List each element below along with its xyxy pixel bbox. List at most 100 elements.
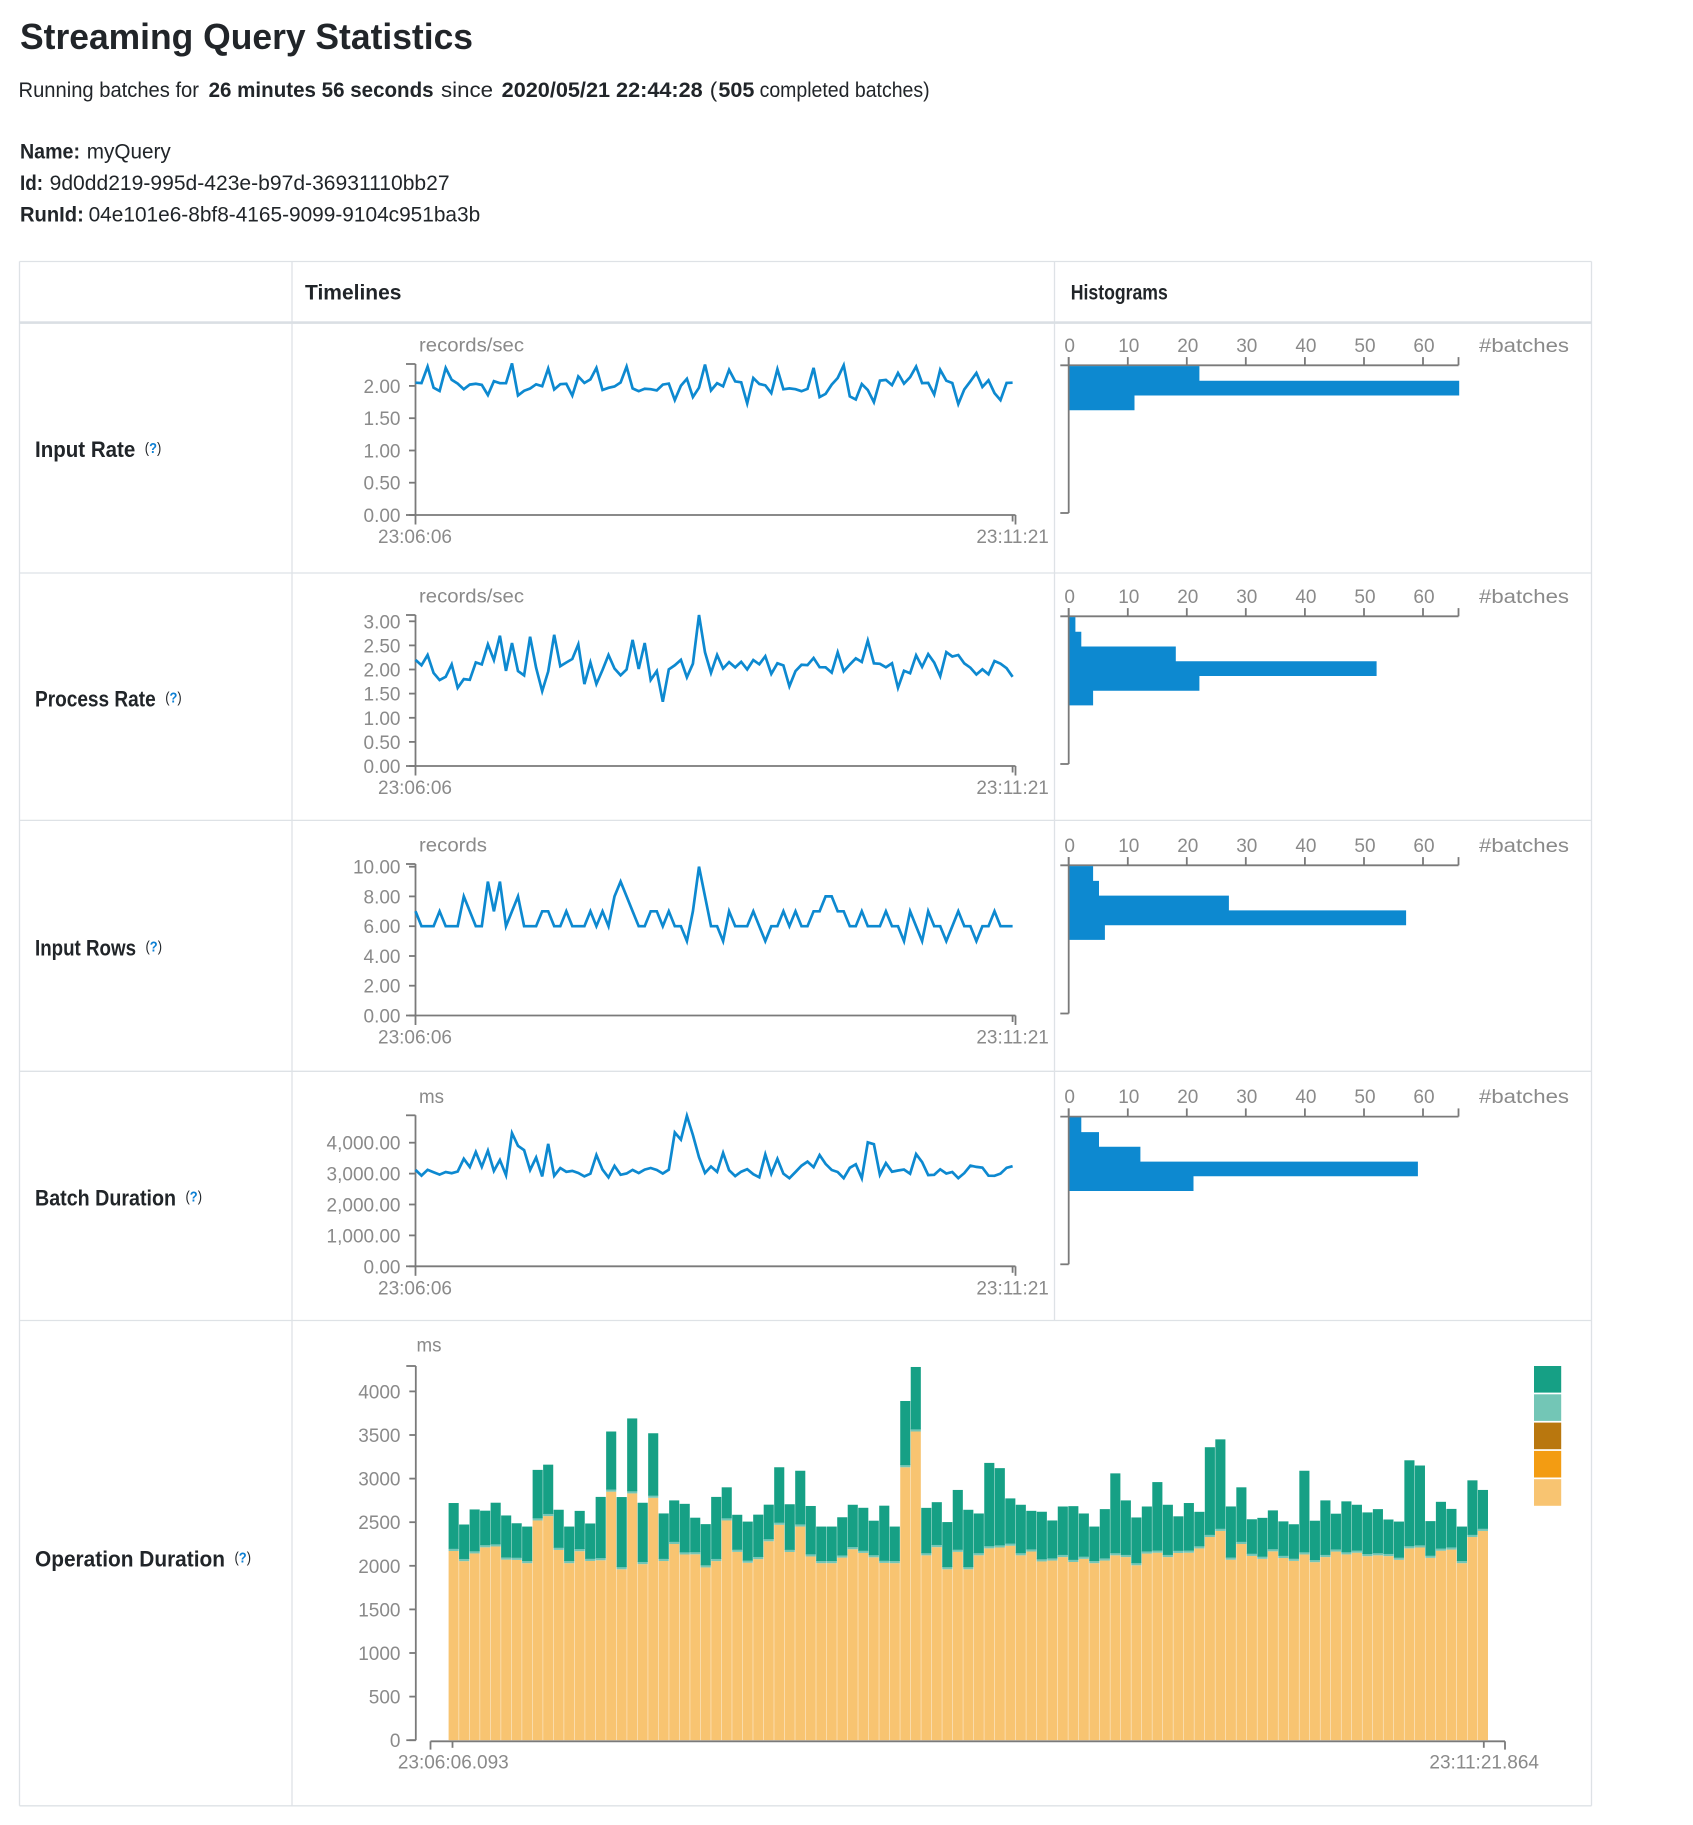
svg-text:1.00: 1.00 bbox=[364, 709, 401, 730]
svg-text:ms: ms bbox=[417, 1335, 442, 1356]
svg-text:RunId:: RunId: bbox=[20, 203, 84, 227]
svg-text:3500: 3500 bbox=[358, 1426, 400, 1447]
svg-text:40: 40 bbox=[1295, 836, 1316, 857]
svg-text:0: 0 bbox=[1064, 587, 1075, 608]
svg-text:1500: 1500 bbox=[358, 1600, 400, 1621]
svg-text:20: 20 bbox=[1177, 836, 1198, 857]
svg-text:40: 40 bbox=[1295, 587, 1316, 608]
svg-text:(: ( bbox=[710, 78, 718, 102]
svg-text:1.00: 1.00 bbox=[364, 442, 401, 463]
svg-text:(?): (?) bbox=[146, 939, 163, 956]
svg-text:30: 30 bbox=[1236, 587, 1257, 608]
svg-text:3000: 3000 bbox=[358, 1470, 400, 1491]
svg-text:3.00: 3.00 bbox=[364, 612, 401, 633]
svg-text:04e101e6-8bf8-4165-9099-9104c9: 04e101e6-8bf8-4165-9099-9104c951ba3b bbox=[89, 203, 481, 227]
svg-text:30: 30 bbox=[1236, 1087, 1257, 1108]
svg-text:3,000.00: 3,000.00 bbox=[327, 1165, 401, 1186]
svg-text:60: 60 bbox=[1413, 1087, 1434, 1108]
svg-text:0: 0 bbox=[1064, 336, 1075, 357]
svg-text:505: 505 bbox=[718, 78, 754, 102]
svg-text:10.00: 10.00 bbox=[353, 858, 401, 879]
svg-text:4,000.00: 4,000.00 bbox=[327, 1134, 401, 1155]
svg-text:(?): (?) bbox=[165, 690, 182, 707]
svg-text:2500: 2500 bbox=[358, 1513, 400, 1534]
svg-text:20: 20 bbox=[1177, 1087, 1198, 1108]
svg-text:500: 500 bbox=[369, 1688, 401, 1709]
svg-text:4000: 4000 bbox=[358, 1382, 400, 1403]
svg-text:0: 0 bbox=[1064, 1087, 1075, 1108]
svg-text:23:11:21: 23:11:21 bbox=[976, 1028, 1049, 1049]
svg-text:40: 40 bbox=[1295, 336, 1316, 357]
svg-text:#batches: #batches bbox=[1479, 836, 1569, 857]
svg-text:Operation Duration: Operation Duration bbox=[35, 1547, 225, 1572]
svg-text:8.00: 8.00 bbox=[364, 887, 401, 908]
svg-text:Timelines: Timelines bbox=[305, 281, 402, 305]
svg-text:30: 30 bbox=[1236, 336, 1257, 357]
svg-text:completed batches): completed batches) bbox=[760, 78, 930, 102]
svg-text:40: 40 bbox=[1295, 1087, 1316, 1108]
svg-text:9d0dd219-995d-423e-b97d-369311: 9d0dd219-995d-423e-b97d-36931110bb27 bbox=[50, 171, 450, 195]
svg-text:(?): (?) bbox=[186, 1189, 203, 1206]
svg-text:30: 30 bbox=[1236, 836, 1257, 857]
svg-text:Name:: Name: bbox=[20, 140, 80, 164]
svg-text:23:06:06: 23:06:06 bbox=[378, 778, 452, 799]
svg-text:(?): (?) bbox=[145, 440, 162, 457]
svg-text:26 minutes 56 seconds: 26 minutes 56 seconds bbox=[209, 78, 434, 102]
svg-text:2.50: 2.50 bbox=[364, 636, 401, 657]
svg-text:1.50: 1.50 bbox=[364, 409, 401, 430]
svg-text:Streaming Query Statistics: Streaming Query Statistics bbox=[20, 16, 473, 57]
svg-text:0: 0 bbox=[390, 1731, 401, 1752]
svg-text:(?): (?) bbox=[235, 1550, 252, 1567]
svg-text:23:11:21.864: 23:11:21.864 bbox=[1429, 1753, 1539, 1774]
svg-text:1000: 1000 bbox=[358, 1644, 400, 1665]
svg-text:0.50: 0.50 bbox=[364, 733, 401, 754]
svg-text:0: 0 bbox=[1064, 836, 1075, 857]
svg-text:records: records bbox=[419, 836, 487, 857]
svg-text:60: 60 bbox=[1413, 836, 1434, 857]
svg-text:Batch Duration: Batch Duration bbox=[35, 1186, 176, 1211]
svg-text:0.00: 0.00 bbox=[364, 506, 401, 527]
svg-text:50: 50 bbox=[1354, 836, 1375, 857]
svg-text:Input Rows: Input Rows bbox=[35, 936, 136, 961]
svg-text:6.00: 6.00 bbox=[364, 917, 401, 938]
svg-text:10: 10 bbox=[1118, 1087, 1139, 1108]
svg-text:Process Rate: Process Rate bbox=[35, 687, 156, 712]
svg-text:2020/05/21 22:44:28: 2020/05/21 22:44:28 bbox=[502, 78, 703, 102]
svg-text:Histograms: Histograms bbox=[1071, 281, 1168, 305]
svg-text:50: 50 bbox=[1354, 1087, 1375, 1108]
svg-text:20: 20 bbox=[1177, 587, 1198, 608]
svg-text:23:06:06: 23:06:06 bbox=[378, 1028, 452, 1049]
svg-text:50: 50 bbox=[1354, 587, 1375, 608]
svg-text:60: 60 bbox=[1413, 587, 1434, 608]
svg-text:#batches: #batches bbox=[1479, 1087, 1569, 1108]
svg-text:50: 50 bbox=[1354, 336, 1375, 357]
svg-text:60: 60 bbox=[1413, 336, 1434, 357]
svg-text:20: 20 bbox=[1177, 336, 1198, 357]
svg-text:23:11:21: 23:11:21 bbox=[976, 778, 1049, 799]
svg-text:1.50: 1.50 bbox=[364, 685, 401, 706]
svg-text:23:06:06.093: 23:06:06.093 bbox=[398, 1753, 509, 1774]
svg-text:#batches: #batches bbox=[1479, 336, 1569, 357]
svg-text:2,000.00: 2,000.00 bbox=[327, 1196, 401, 1217]
svg-text:23:06:06: 23:06:06 bbox=[378, 527, 452, 548]
svg-text:2.00: 2.00 bbox=[364, 977, 401, 998]
svg-text:1,000.00: 1,000.00 bbox=[327, 1226, 401, 1247]
svg-text:Id:: Id: bbox=[20, 171, 43, 195]
svg-text:23:06:06: 23:06:06 bbox=[378, 1278, 452, 1299]
svg-text:2.00: 2.00 bbox=[364, 661, 401, 682]
svg-text:0.00: 0.00 bbox=[364, 1007, 401, 1028]
svg-text:Running batches for: Running batches for bbox=[19, 78, 200, 102]
svg-text:0.50: 0.50 bbox=[364, 474, 401, 495]
svg-text:4.00: 4.00 bbox=[364, 947, 401, 968]
svg-text:records/sec: records/sec bbox=[419, 336, 524, 357]
svg-text:23:11:21: 23:11:21 bbox=[976, 527, 1049, 548]
svg-text:records/sec: records/sec bbox=[419, 587, 524, 608]
svg-text:10: 10 bbox=[1118, 587, 1139, 608]
svg-text:ms: ms bbox=[419, 1087, 444, 1108]
svg-text:#batches: #batches bbox=[1479, 587, 1569, 608]
svg-text:2000: 2000 bbox=[358, 1557, 400, 1578]
svg-text:2.00: 2.00 bbox=[364, 377, 401, 398]
svg-text:since: since bbox=[441, 78, 493, 102]
svg-text:Input Rate: Input Rate bbox=[35, 437, 135, 462]
svg-text:myQuery: myQuery bbox=[87, 140, 171, 164]
